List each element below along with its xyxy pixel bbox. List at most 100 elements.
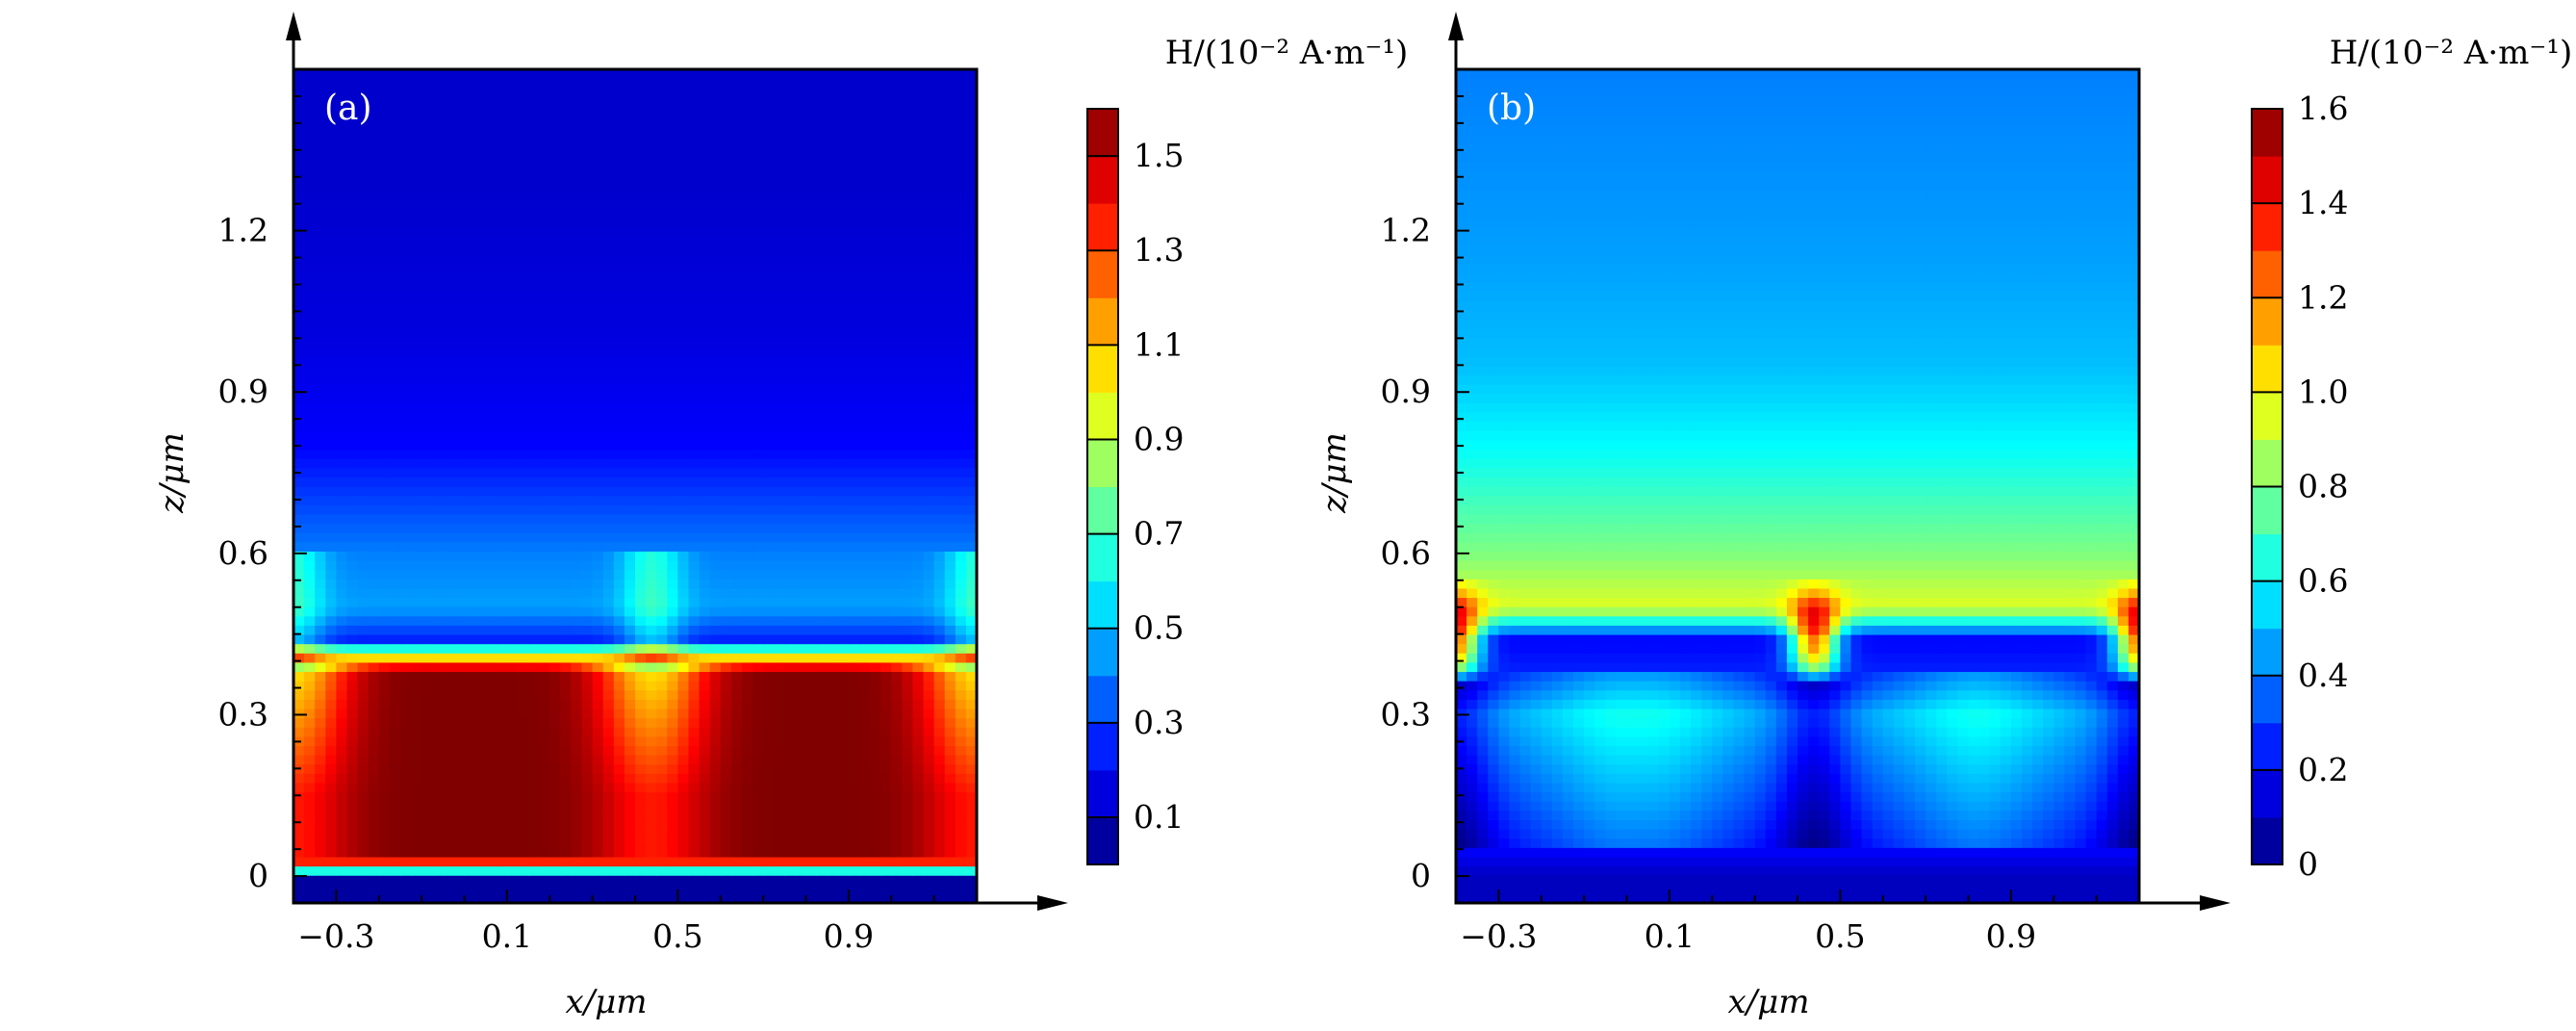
field-cell bbox=[763, 384, 775, 395]
field-cell bbox=[902, 633, 914, 645]
field-cell bbox=[549, 236, 561, 246]
field-cell bbox=[741, 819, 753, 830]
field-cell bbox=[581, 735, 594, 747]
field-cell bbox=[752, 254, 764, 265]
field-cell bbox=[539, 847, 550, 858]
field-cell bbox=[399, 458, 412, 469]
field-cell bbox=[763, 254, 775, 265]
field-cell bbox=[464, 606, 476, 617]
field-cell bbox=[421, 300, 433, 311]
field-cell bbox=[870, 513, 881, 525]
field-cell bbox=[571, 439, 583, 451]
field-cell bbox=[464, 402, 476, 413]
field-cell bbox=[421, 430, 433, 441]
field-cell bbox=[837, 430, 850, 441]
field-cell bbox=[613, 735, 625, 747]
field-cell bbox=[581, 365, 594, 376]
field-cell bbox=[891, 236, 903, 246]
field-cell bbox=[357, 727, 370, 737]
field-cell bbox=[346, 347, 359, 357]
field-cell bbox=[720, 579, 732, 589]
field-cell bbox=[848, 671, 860, 682]
field-cell bbox=[389, 319, 401, 330]
field-cell bbox=[730, 477, 743, 487]
field-cell bbox=[293, 865, 305, 876]
field-cell bbox=[378, 579, 391, 589]
field-cell bbox=[763, 328, 775, 339]
field-cell bbox=[453, 236, 466, 246]
field-cell bbox=[965, 430, 978, 441]
field-cell bbox=[688, 486, 701, 497]
field-cell bbox=[581, 643, 594, 654]
field-cell bbox=[571, 865, 583, 876]
field-cell bbox=[389, 801, 401, 812]
field-cell bbox=[699, 579, 711, 589]
field-cell bbox=[816, 587, 829, 599]
field-cell bbox=[592, 597, 604, 607]
field-cell bbox=[730, 282, 743, 293]
field-cell bbox=[517, 699, 529, 709]
field-cell bbox=[677, 551, 690, 561]
field-cell bbox=[474, 374, 487, 385]
field-cell bbox=[752, 198, 764, 209]
field-cell bbox=[293, 291, 305, 302]
field-cell bbox=[336, 402, 348, 413]
field-cell bbox=[784, 198, 796, 209]
field-cell bbox=[880, 402, 892, 413]
field-cell bbox=[432, 856, 444, 867]
field-cell bbox=[581, 699, 594, 709]
field-cell bbox=[304, 671, 316, 682]
field-cell bbox=[506, 727, 519, 737]
field-cell bbox=[677, 653, 690, 663]
field-cell bbox=[891, 708, 903, 719]
field-cell bbox=[752, 773, 764, 784]
field-cell bbox=[378, 551, 391, 561]
field-cell bbox=[506, 513, 519, 525]
field-cell bbox=[624, 365, 636, 376]
field-cell bbox=[635, 439, 647, 451]
field-cell bbox=[720, 282, 732, 293]
field-cell bbox=[870, 477, 881, 487]
field-cell bbox=[421, 319, 433, 330]
field-cell bbox=[677, 763, 690, 774]
field-cell bbox=[325, 727, 337, 737]
field-cell bbox=[933, 486, 946, 497]
field-cell bbox=[891, 264, 903, 274]
field-cell bbox=[656, 532, 668, 543]
field-cell bbox=[827, 180, 839, 191]
field-cell bbox=[795, 338, 807, 348]
field-cell bbox=[955, 569, 967, 580]
field-cell bbox=[474, 559, 487, 571]
field-cell bbox=[315, 735, 326, 747]
field-cell bbox=[485, 606, 497, 617]
field-cell bbox=[795, 559, 807, 571]
field-cell bbox=[506, 625, 519, 635]
field-cell bbox=[474, 190, 487, 200]
field-cell bbox=[432, 615, 444, 626]
field-cell bbox=[315, 374, 326, 385]
field-cell bbox=[795, 569, 807, 580]
field-cell bbox=[315, 865, 326, 876]
field-cell bbox=[752, 681, 764, 691]
field-cell bbox=[880, 430, 892, 441]
field-cell bbox=[848, 587, 860, 599]
field-cell bbox=[699, 319, 711, 330]
field-cell bbox=[549, 810, 561, 820]
field-cell bbox=[688, 291, 701, 302]
field-cell bbox=[624, 477, 636, 487]
field-cell bbox=[506, 708, 519, 719]
field-cell bbox=[560, 374, 573, 385]
field-cell bbox=[955, 773, 967, 784]
field-cell bbox=[549, 217, 561, 228]
field-cell bbox=[965, 847, 978, 858]
field-cell bbox=[784, 606, 796, 617]
field-cell bbox=[602, 606, 615, 617]
field-cell bbox=[795, 708, 807, 719]
field-cell bbox=[688, 579, 701, 589]
field-cell bbox=[571, 699, 583, 709]
field-cell bbox=[955, 782, 967, 793]
field-cell bbox=[325, 551, 337, 561]
field-cell bbox=[955, 735, 967, 747]
field-cell bbox=[923, 513, 935, 525]
